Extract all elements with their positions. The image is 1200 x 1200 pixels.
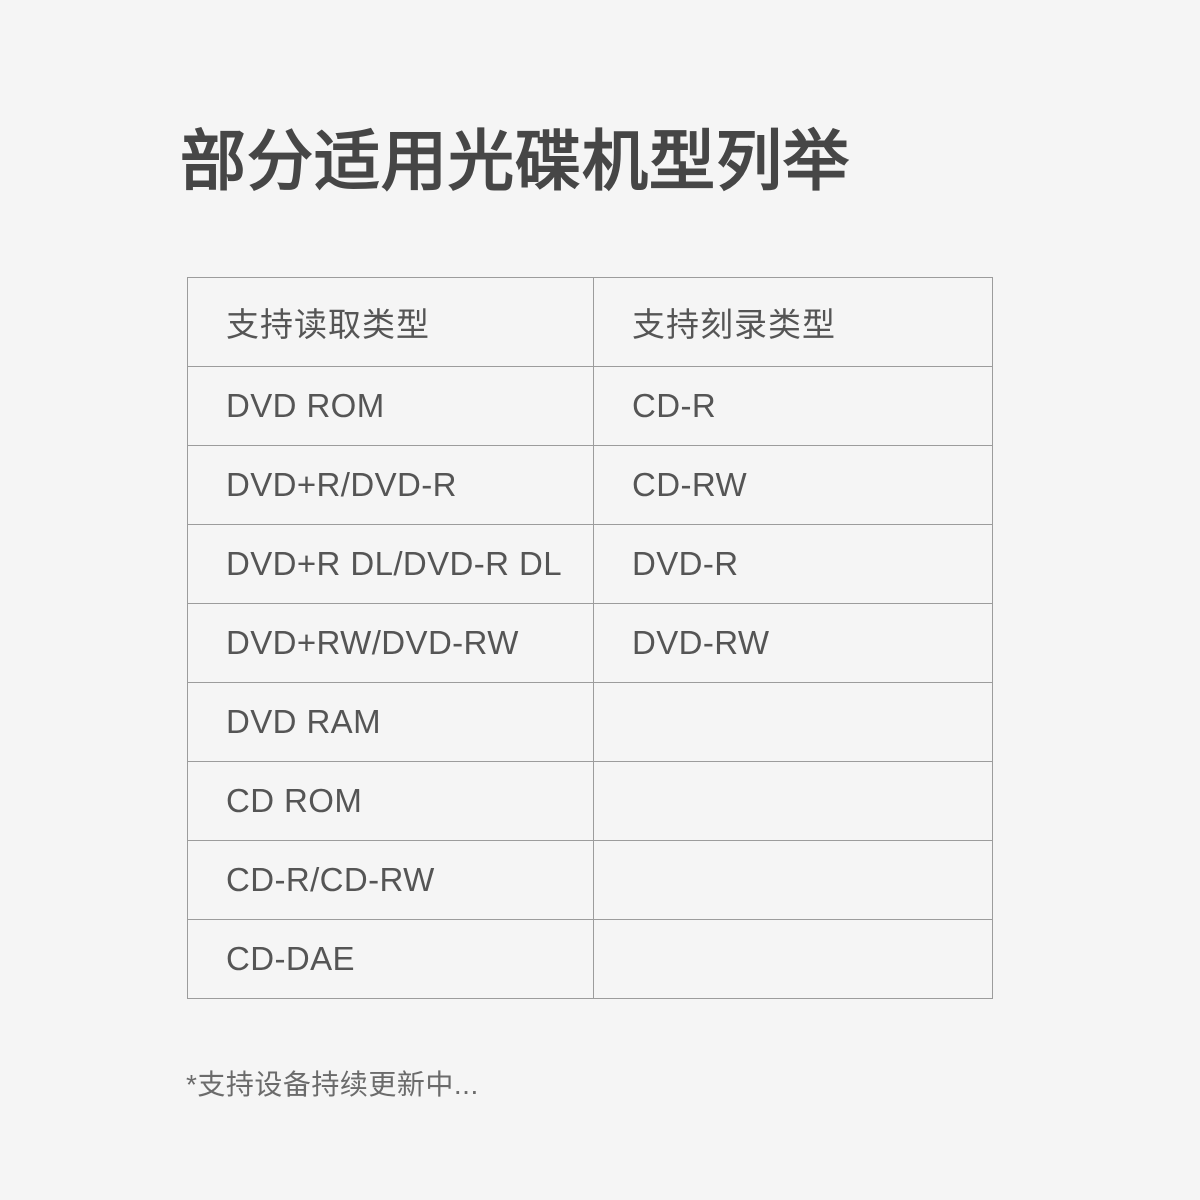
disc-format-table: 支持读取类型 支持刻录类型 DVD ROM CD-R DVD+R/DVD-R C…	[187, 277, 993, 999]
table-row: CD ROM	[187, 761, 993, 841]
table-row: DVD+R/DVD-R CD-RW	[187, 445, 993, 525]
table-row: DVD+R DL/DVD-R DL DVD-R	[187, 524, 993, 604]
cell-read-type: CD-R/CD-RW	[187, 840, 594, 920]
cell-write-type: DVD-R	[593, 524, 993, 604]
cell-write-type-empty	[593, 840, 993, 920]
table-body: DVD ROM CD-R DVD+R/DVD-R CD-RW DVD+R DL/…	[187, 366, 993, 999]
cell-read-type: DVD ROM	[187, 366, 594, 446]
footnote-text: *支持设备持续更新中...	[186, 1069, 479, 1100]
table-row: DVD ROM CD-R	[187, 366, 993, 446]
cell-read-type: CD ROM	[187, 761, 594, 841]
cell-read-type: CD-DAE	[187, 919, 594, 999]
cell-read-type: DVD+RW/DVD-RW	[187, 603, 594, 683]
cell-read-type: DVD RAM	[187, 682, 594, 762]
cell-write-type: CD-R	[593, 366, 993, 446]
cell-write-type-empty	[593, 919, 993, 999]
cell-write-type: DVD-RW	[593, 603, 993, 683]
cell-read-type: DVD+R DL/DVD-R DL	[187, 524, 594, 604]
column-header-read-types: 支持读取类型	[187, 277, 594, 367]
table-row: DVD RAM	[187, 682, 993, 762]
table-header-row: 支持读取类型 支持刻录类型	[187, 277, 993, 367]
page-title: 部分适用光碟机型列举	[180, 124, 850, 198]
table-header: 支持读取类型 支持刻录类型	[187, 277, 993, 367]
table-row: DVD+RW/DVD-RW DVD-RW	[187, 603, 993, 683]
table-row: CD-DAE	[187, 919, 993, 999]
table-row: CD-R/CD-RW	[187, 840, 993, 920]
cell-read-type: DVD+R/DVD-R	[187, 445, 594, 525]
cell-write-type-empty	[593, 761, 993, 841]
cell-write-type-empty	[593, 682, 993, 762]
column-header-write-types: 支持刻录类型	[593, 277, 993, 367]
cell-write-type: CD-RW	[593, 445, 993, 525]
